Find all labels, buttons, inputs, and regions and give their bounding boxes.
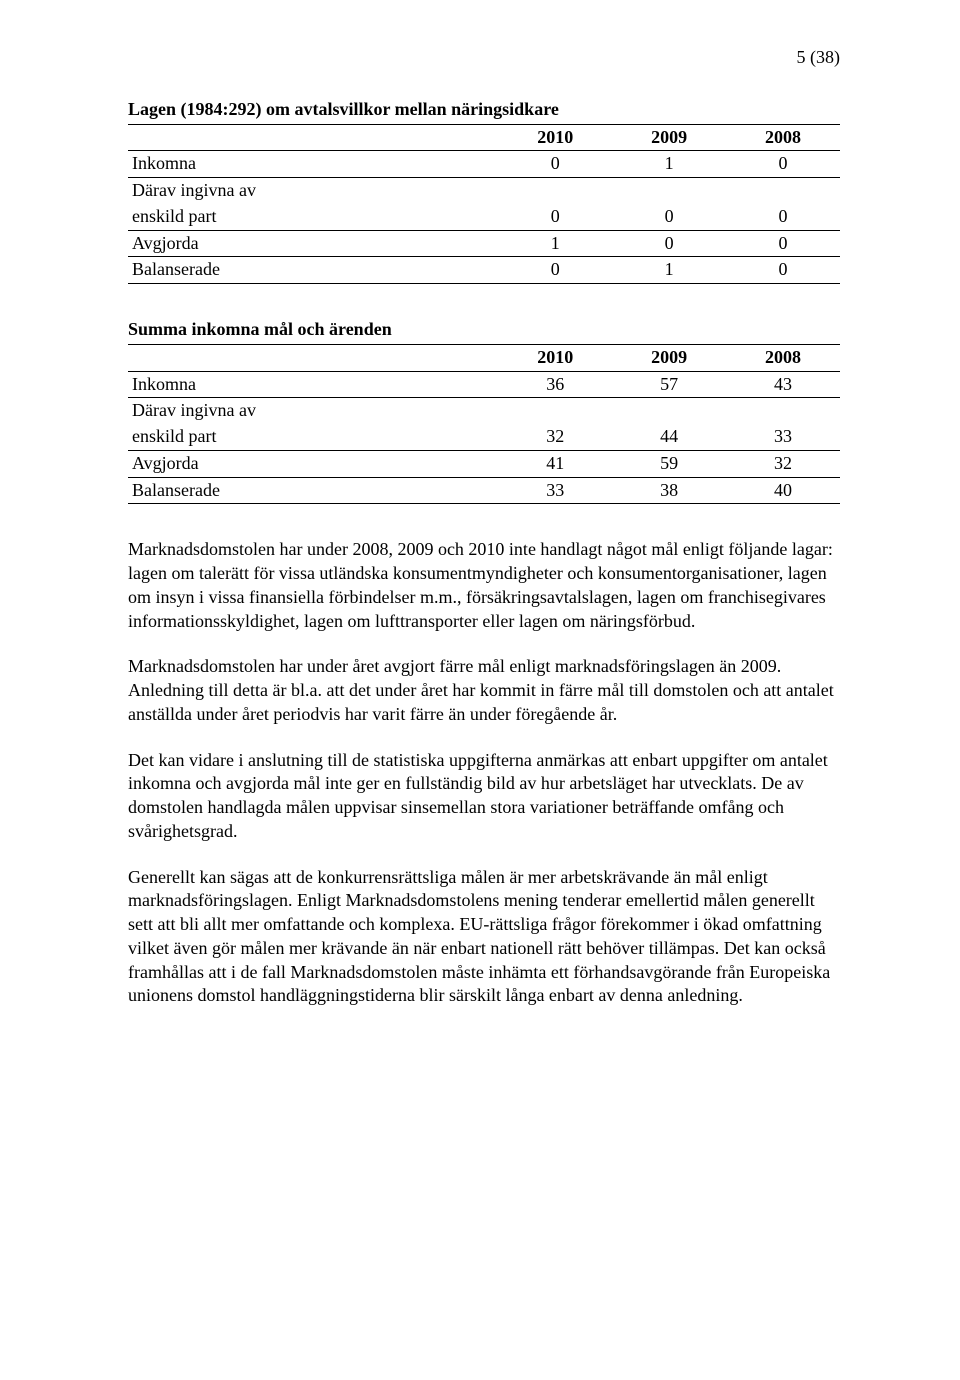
- table1-row-value: 0: [726, 204, 840, 230]
- table1-year-2: 2008: [726, 124, 840, 151]
- table1-row: Därav ingivna av: [128, 178, 840, 204]
- table2-row-value: [612, 398, 726, 424]
- table1-row-value: 0: [726, 151, 840, 178]
- page-number: 5 (38): [128, 46, 840, 70]
- table2-row-value: 33: [726, 424, 840, 450]
- table1-row-value: 1: [612, 257, 726, 284]
- table1-row-value: 0: [726, 257, 840, 284]
- table2-row-value: [498, 398, 612, 424]
- table2-row-value: 40: [726, 477, 840, 504]
- table2-header-row: 2010 2009 2008: [128, 344, 840, 371]
- table1-row-label: Därav ingivna av: [128, 178, 498, 204]
- table1-row-value: 0: [498, 204, 612, 230]
- table1-row-value: 0: [612, 230, 726, 257]
- table2-row-label: Därav ingivna av: [128, 398, 498, 424]
- table2-row: Avgjorda415932: [128, 450, 840, 477]
- body-paragraph: Det kan vidare i anslutning till de stat…: [128, 749, 840, 844]
- table1-row-value: [726, 178, 840, 204]
- table1-title: Lagen (1984:292) om avtalsvillkor mellan…: [128, 98, 840, 122]
- table1-row-label: Balanserade: [128, 257, 498, 284]
- table1-year-1: 2009: [612, 124, 726, 151]
- table1-row-label: Avgjorda: [128, 230, 498, 257]
- page-container: 5 (38) Lagen (1984:292) om avtalsvillkor…: [0, 0, 960, 1380]
- table1-row-label: Inkomna: [128, 151, 498, 178]
- table2-row-value: [726, 398, 840, 424]
- table1-row-value: 0: [498, 151, 612, 178]
- table1-row-value: 0: [612, 204, 726, 230]
- table2-row-value: 59: [612, 450, 726, 477]
- body-text: Marknadsdomstolen har under 2008, 2009 o…: [128, 538, 840, 1008]
- table2-row-value: 41: [498, 450, 612, 477]
- table2-row: Balanserade333840: [128, 477, 840, 504]
- table1-row-value: 0: [726, 230, 840, 257]
- table2-year-1: 2009: [612, 344, 726, 371]
- table2-row-label: enskild part: [128, 424, 498, 450]
- table2-row: enskild part324433: [128, 424, 840, 450]
- table2-row-label: Inkomna: [128, 371, 498, 398]
- table2-row-value: 44: [612, 424, 726, 450]
- table2-row-value: 36: [498, 371, 612, 398]
- table1-row-value: [612, 178, 726, 204]
- body-paragraph: Marknadsdomstolen har under året avgjort…: [128, 655, 840, 726]
- body-paragraph: Generellt kan sägas att de konkurrensrät…: [128, 866, 840, 1009]
- table1-row-value: 0: [498, 257, 612, 284]
- table1: 2010 2009 2008 Inkomna010Därav ingivna a…: [128, 124, 840, 285]
- table2-row-value: 33: [498, 477, 612, 504]
- table1-row-value: [498, 178, 612, 204]
- table1-row-value: 1: [498, 230, 612, 257]
- table1-row-value: 1: [612, 151, 726, 178]
- table2-row-label: Avgjorda: [128, 450, 498, 477]
- table1-header-row: 2010 2009 2008: [128, 124, 840, 151]
- table2: 2010 2009 2008 Inkomna365743Därav ingivn…: [128, 344, 840, 505]
- table1-year-0: 2010: [498, 124, 612, 151]
- table2-row-value: 32: [498, 424, 612, 450]
- table2-row-label: Balanserade: [128, 477, 498, 504]
- table2-row: Inkomna365743: [128, 371, 840, 398]
- body-paragraph: Marknadsdomstolen har under 2008, 2009 o…: [128, 538, 840, 633]
- table2-row-value: 38: [612, 477, 726, 504]
- table1-header-blank: [128, 124, 498, 151]
- table2-year-0: 2010: [498, 344, 612, 371]
- table2-row: Därav ingivna av: [128, 398, 840, 424]
- table1-row: Inkomna010: [128, 151, 840, 178]
- table2-row-value: 43: [726, 371, 840, 398]
- table2-header-blank: [128, 344, 498, 371]
- table1-row-label: enskild part: [128, 204, 498, 230]
- table1-row: Balanserade010: [128, 257, 840, 284]
- table2-row-value: 57: [612, 371, 726, 398]
- table2-year-2: 2008: [726, 344, 840, 371]
- table2-row-value: 32: [726, 450, 840, 477]
- table2-title: Summa inkomna mål och ärenden: [128, 318, 840, 342]
- table1-row: enskild part000: [128, 204, 840, 230]
- table1-row: Avgjorda100: [128, 230, 840, 257]
